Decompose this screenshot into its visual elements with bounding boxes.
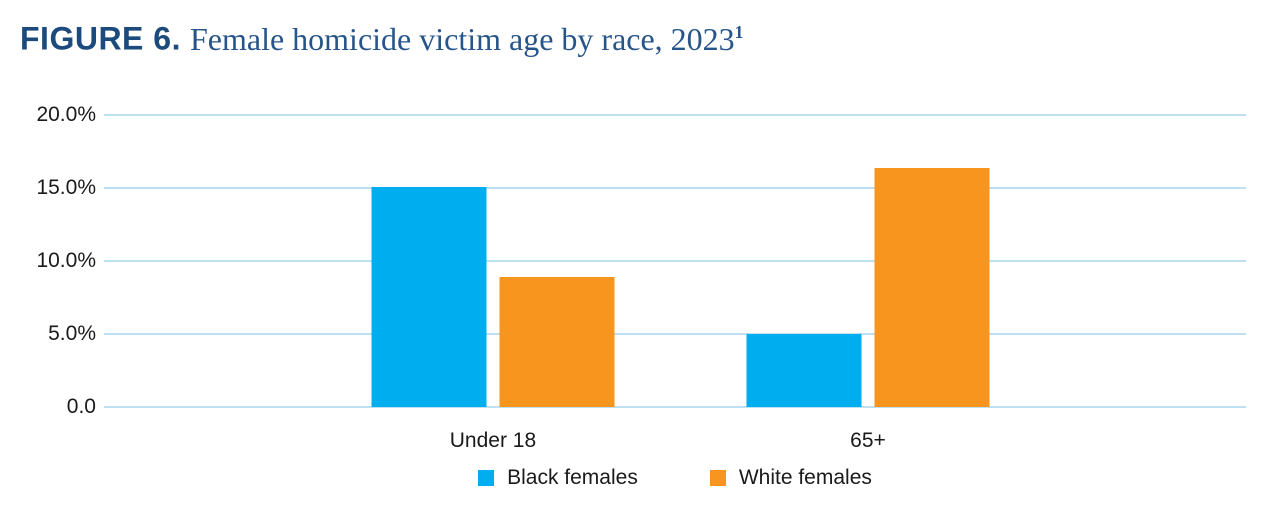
- bar-black-females-under-18: [371, 186, 487, 407]
- legend-label-white-females: White females: [738, 466, 872, 489]
- plot-area: Under 18 65+: [104, 114, 1246, 452]
- gridline-15-0: [104, 187, 1246, 189]
- legend-label-black-females: Black females: [507, 466, 638, 489]
- y-axis-tick-label-0-0: 0.0: [66, 395, 96, 418]
- bar-white-females-under-18: [499, 277, 615, 407]
- footnote-marker: 1: [734, 22, 744, 42]
- bar-white-females-65: [874, 167, 990, 407]
- legend: Black females White females: [104, 466, 1246, 490]
- x-category-label-under-18: Under 18: [449, 429, 537, 452]
- x-category-label-65: 65+: [850, 429, 886, 452]
- legend-item-white-females: White females: [709, 466, 872, 490]
- legend-swatch-white-females-icon: [709, 470, 726, 486]
- gridline-5-0: [104, 333, 1246, 335]
- figure-title: FIGURE 6. Female homicide victim age by r…: [20, 12, 743, 59]
- gridline-10-0: [104, 260, 1246, 262]
- legend-swatch-black-females-icon: [478, 470, 495, 486]
- bar-black-females-65: [746, 334, 862, 407]
- y-axis-tick-label-15-0: 15.0%: [36, 176, 96, 199]
- bar-group-65: 65+: [746, 115, 990, 452]
- legend-item-black-females: Black females: [478, 466, 638, 490]
- figure-number: FIGURE 6.: [20, 20, 181, 57]
- y-axis-tick-label-5-0: 5.0%: [48, 322, 96, 345]
- gridline-0-0: [104, 406, 1246, 408]
- y-axis-tick-label-20-0: 20.0%: [36, 103, 96, 126]
- figure-title-text: Female homicide victim age by race, 2023: [189, 20, 735, 57]
- gridline-20-0: [104, 114, 1246, 116]
- bar-group-under-18: Under 18: [371, 115, 615, 452]
- y-axis-tick-label-10-0: 10.0%: [36, 249, 96, 272]
